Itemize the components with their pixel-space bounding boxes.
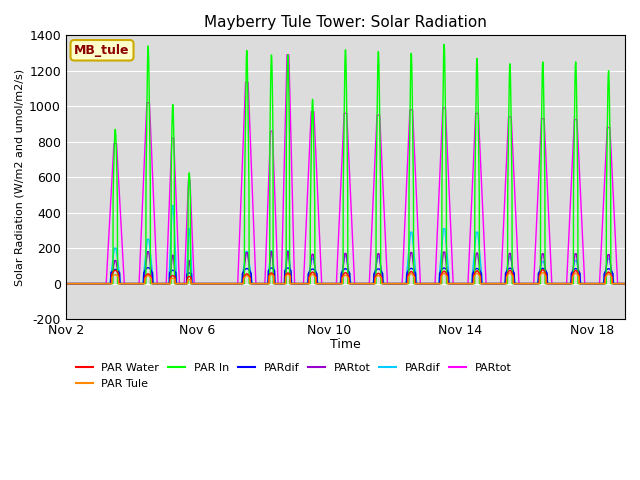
Title: Mayberry Tule Tower: Solar Radiation: Mayberry Tule Tower: Solar Radiation xyxy=(204,15,487,30)
Text: MB_tule: MB_tule xyxy=(74,44,130,57)
X-axis label: Time: Time xyxy=(330,338,361,351)
Legend: PAR Water, PAR Tule, PAR In, PARdif, PARtot, PARdif, PARtot: PAR Water, PAR Tule, PAR In, PARdif, PAR… xyxy=(72,359,516,393)
Y-axis label: Solar Radiation (W/m2 and umol/m2/s): Solar Radiation (W/m2 and umol/m2/s) xyxy=(15,69,25,286)
